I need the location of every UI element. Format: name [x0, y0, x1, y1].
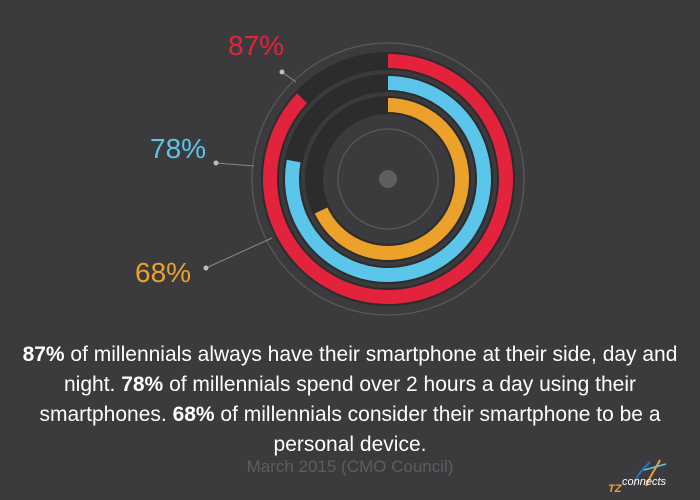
stat-68-pct: 68% — [172, 403, 215, 426]
leader-dot-0 — [279, 69, 285, 75]
stat-68-text: of millennials consider their smartphone… — [214, 403, 661, 456]
tz-connects-logo: TZ — [608, 459, 667, 495]
label-68: 68% — [135, 257, 192, 288]
stat-78-text: of millennials spend over 2 hours a day … — [39, 373, 637, 426]
source-note: March 2015 (CMO Council) — [246, 457, 454, 476]
center-dot — [379, 170, 397, 188]
leader-line-0 — [281, 71, 297, 83]
logo-text: connects — [622, 476, 667, 488]
label-78: 78% — [150, 133, 207, 164]
stat-78-pct: 78% — [121, 373, 164, 396]
inner-guide-ring — [337, 128, 439, 230]
ring-group — [261, 52, 515, 306]
ring-bar-87 — [263, 54, 513, 304]
radial-chart — [203, 42, 525, 316]
outer-guide-ring — [251, 42, 525, 316]
label-87: 87% — [228, 30, 285, 61]
leader-line-1 — [215, 162, 255, 167]
leader-dot-1 — [213, 160, 219, 166]
ring-bar-78 — [285, 76, 491, 282]
ring-bar-68 — [314, 98, 469, 260]
leader-lines — [203, 69, 297, 271]
leader-dot-2 — [203, 265, 209, 271]
summary-text: 87% of millennials always have their sma… — [0, 340, 700, 460]
leader-line-2 — [205, 237, 273, 269]
logo-mark: TZ — [608, 483, 623, 495]
stat-87-pct: 87% — [22, 343, 65, 366]
stat-87-text: of millennials always have their smartph… — [63, 343, 678, 396]
